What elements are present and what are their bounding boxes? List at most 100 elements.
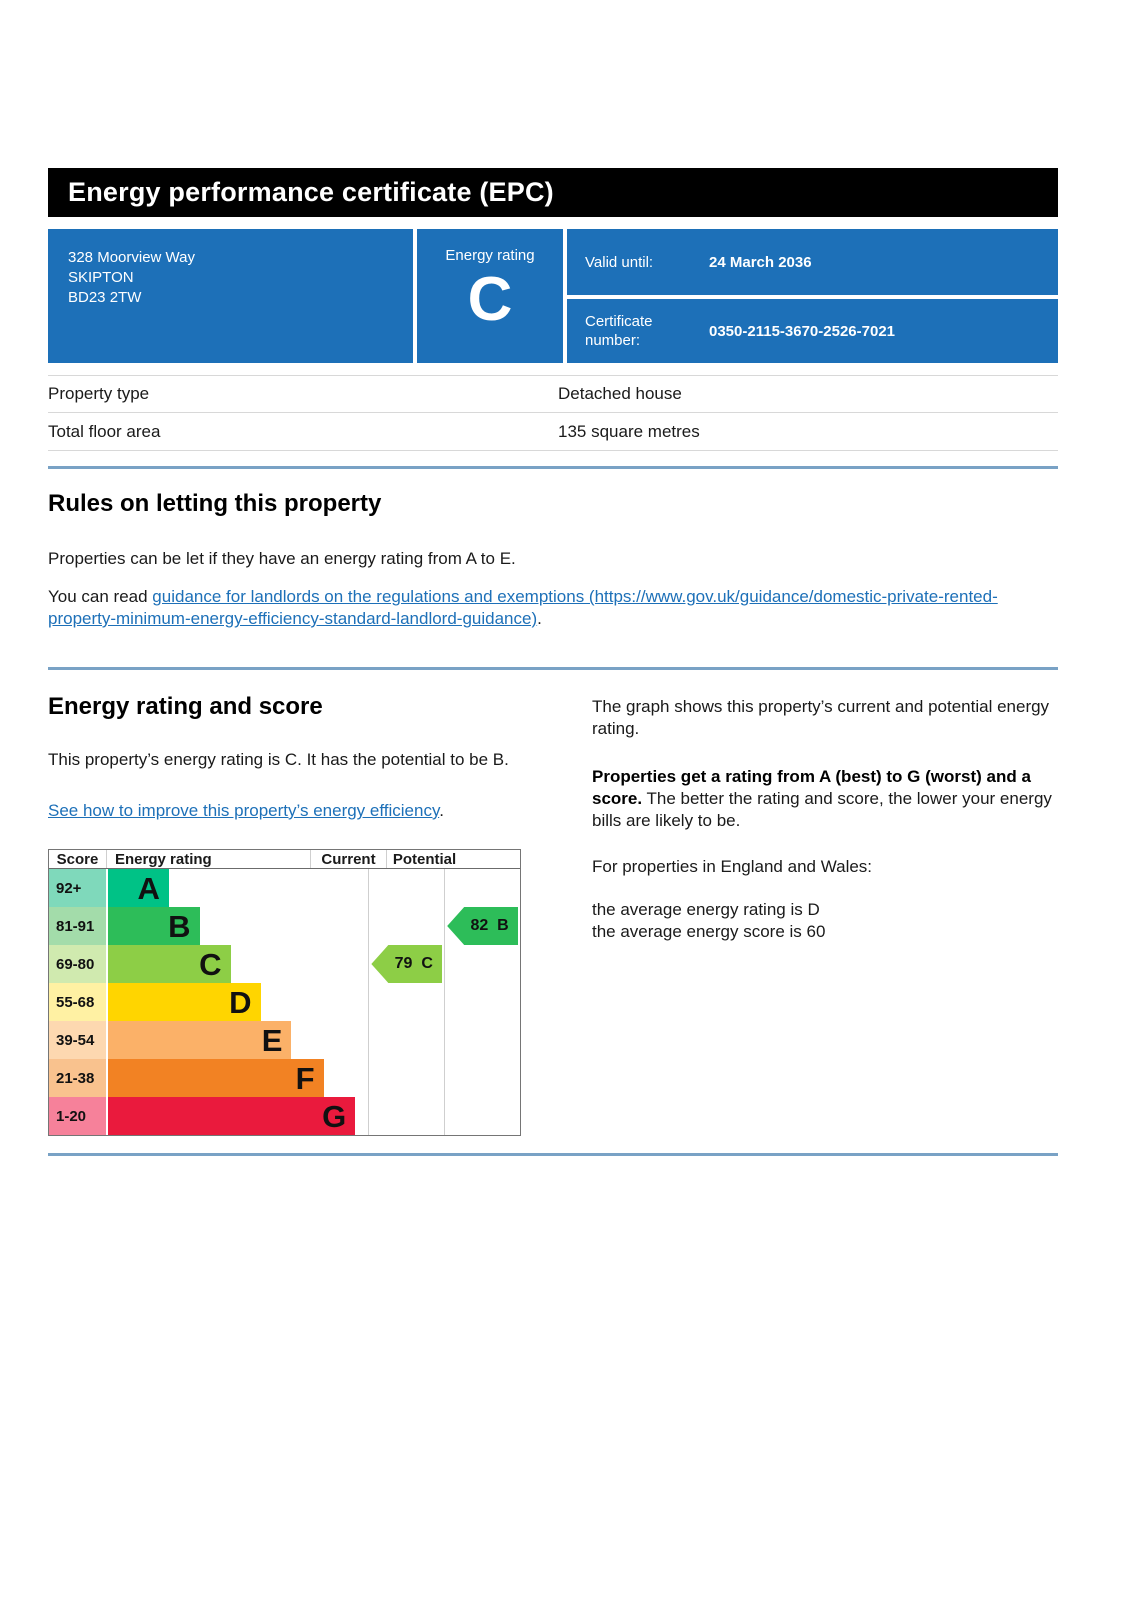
band-score-range: 81-91 [49, 907, 106, 945]
chart-header-row: Score Energy rating Current Potential [49, 850, 520, 869]
current-rating-arrow: 79 C [371, 945, 443, 983]
section-divider [48, 1153, 1058, 1156]
band-letter: C [199, 946, 222, 982]
band-score-range: 21-38 [49, 1059, 106, 1097]
band-score-range: 92+ [49, 869, 106, 907]
band-bar-cell: F [107, 1059, 368, 1097]
epc-document: Energy performance certificate (EPC) 328… [48, 168, 1058, 1156]
band-score-range: 55-68 [49, 983, 106, 1021]
floor-area-label: Total floor area [48, 421, 161, 441]
band-bar-cell: E [107, 1021, 368, 1059]
band-letter: F [295, 1060, 315, 1096]
floor-area-value: 135 square metres [558, 421, 700, 441]
valid-until-value: 24 March 2036 [709, 253, 812, 271]
section-divider [48, 667, 1058, 670]
band-score-range: 39-54 [49, 1021, 106, 1059]
address-line-1: 328 Moorview Way [68, 249, 195, 266]
band-letter: G [322, 1098, 347, 1134]
band-bar-cell: C [107, 945, 368, 983]
chart-body: 92+ A 81-91 B 82 B 69-80 C 79 C 55-68 D 39-54 E 21-3… [49, 869, 520, 1135]
band-letter: B [168, 908, 191, 944]
improve-suffix: . [439, 801, 444, 820]
potential-column-header: Potential [386, 850, 462, 868]
valid-until-label: Valid until: [585, 253, 654, 271]
certificate-number-row: Certificate number: 0350-2115-3670-2526-… [567, 299, 1058, 363]
potential-column-cell [444, 945, 520, 983]
property-address: 328 Moorview Way SKIPTON BD23 2TW [48, 229, 413, 363]
band-bar-cell: B [107, 907, 368, 945]
rating-right-column: The graph shows this property’s current … [592, 692, 1058, 1136]
guidance-prefix: You can read [48, 587, 153, 606]
average-rating-line: the average energy rating is D [592, 900, 820, 919]
potential-column-cell [444, 983, 520, 1021]
property-type-label: Property type [48, 384, 150, 403]
current-column-cell [368, 1059, 444, 1097]
epc-band-row-f: 21-38 F [49, 1059, 520, 1097]
band-bar: B [107, 907, 200, 945]
epc-band-row-c: 69-80 C 79 C [49, 945, 520, 983]
energy-rating-column-header: Energy rating [106, 850, 310, 868]
band-letter: E [261, 1022, 283, 1058]
table-row: Total floor area 135 square metres [48, 413, 1058, 451]
potential-column-cell: 82 B [444, 907, 520, 945]
current-column-header: Current [310, 850, 386, 868]
section-divider [48, 466, 1058, 469]
band-letter: D [229, 984, 252, 1020]
address-line-2: SKIPTON [68, 269, 134, 286]
epc-band-row-g: 1-20 G [49, 1097, 520, 1135]
band-bar: A [107, 869, 169, 907]
potential-column-cell [444, 869, 520, 907]
potential-column-cell [444, 1021, 520, 1059]
certificate-number-label: Certificate number: [585, 313, 653, 349]
rating-explanation: Properties get a rating from A (best) to… [592, 766, 1058, 832]
certificate-meta: Valid until: 24 March 2036 Certificate n… [567, 229, 1058, 363]
band-bar-cell: G [107, 1097, 368, 1135]
energy-rating-heading: Energy rating and score [48, 693, 323, 720]
page-title: Energy performance certificate (EPC) [68, 177, 554, 207]
current-column-cell [368, 907, 444, 945]
band-bar-cell: D [107, 983, 368, 1021]
rules-paragraph: Properties can be let if they have an en… [48, 549, 516, 568]
graph-description: The graph shows this property’s current … [592, 697, 1050, 738]
energy-rating-value: C [467, 265, 513, 334]
average-values: the average energy rating is D the averag… [592, 899, 1058, 943]
band-score-range: 1-20 [49, 1097, 106, 1135]
current-column-cell [368, 869, 444, 907]
potential-rating-arrow: 82 B [447, 907, 519, 945]
current-column-cell: 79 C [368, 945, 444, 983]
summary-box: 328 Moorview Way SKIPTON BD23 2TW Energy… [48, 229, 1058, 363]
rating-left-column: Energy rating and score This property’s … [48, 692, 521, 1136]
epc-band-row-b: 81-91 B 82 B [49, 907, 520, 945]
band-score-range: 69-80 [49, 945, 106, 983]
landlord-guidance-link[interactable]: guidance for landlords on the regulation… [48, 587, 998, 628]
improve-paragraph: See how to improve this property’s energ… [48, 800, 521, 822]
band-bar-cell: A [107, 869, 368, 907]
current-column-cell [368, 1097, 444, 1135]
band-bar: C [107, 945, 231, 983]
guidance-paragraph: You can read guidance for landlords on t… [48, 586, 1053, 630]
score-column-header: Score [56, 850, 99, 868]
guidance-suffix: . [537, 609, 542, 628]
valid-until-row: Valid until: 24 March 2036 [567, 229, 1058, 295]
property-type-value: Detached house [558, 384, 682, 403]
property-facts-table: Property type Detached house Total floor… [48, 375, 1058, 451]
address-line-3: BD23 2TW [68, 289, 142, 306]
energy-rating-cell: Energy rating C [417, 229, 563, 363]
improve-efficiency-link[interactable]: See how to improve this property’s energ… [48, 801, 440, 820]
potential-column-cell [444, 1097, 520, 1135]
band-letter: A [137, 870, 160, 906]
england-wales-intro: For properties in England and Wales: [592, 857, 873, 876]
current-column-cell [368, 1021, 444, 1059]
band-bar: D [107, 983, 261, 1021]
potential-column-cell [444, 1059, 520, 1097]
rules-heading: Rules on letting this property [48, 490, 382, 517]
energy-rating-chart: Score Energy rating Current Potential 92… [48, 849, 521, 1136]
rating-summary-text: This property’s energy rating is C. It h… [48, 750, 509, 769]
rating-explanation-bold: Properties get a rating from A (best) to… [592, 767, 1031, 808]
band-bar: G [107, 1097, 356, 1135]
average-score-line: the average energy score is 60 [592, 922, 826, 941]
energy-rating-label: Energy rating [445, 247, 535, 264]
page-title-banner: Energy performance certificate (EPC) [48, 168, 1058, 217]
table-row: Property type Detached house [48, 375, 1058, 413]
epc-band-row-e: 39-54 E [49, 1021, 520, 1059]
